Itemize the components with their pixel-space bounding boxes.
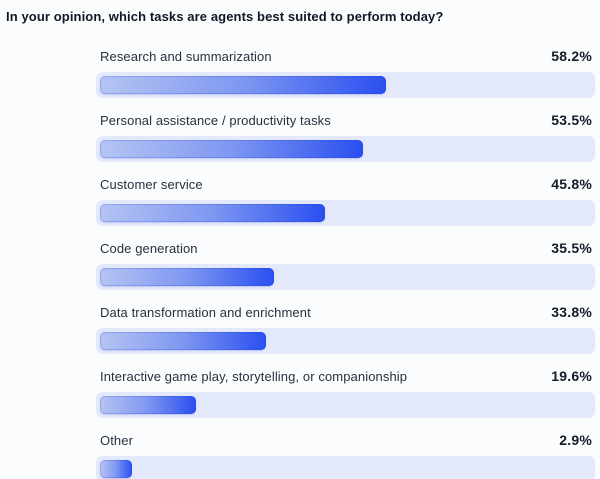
value-label: 35.5% <box>551 240 592 256</box>
category-label: Data transformation and enrichment <box>100 305 311 320</box>
value-label: 58.2% <box>551 48 592 64</box>
bar-row: Code generation 35.5% <box>96 239 595 290</box>
bar-fill <box>100 204 325 222</box>
bar-chart: Research and summarization 58.2% Persona… <box>96 47 595 479</box>
bar-row: Data transformation and enrichment 33.8% <box>96 303 595 354</box>
bar-row-header: Data transformation and enrichment 33.8% <box>96 303 595 322</box>
bar-track <box>96 456 595 479</box>
bar-row-header: Customer service 45.8% <box>96 175 595 194</box>
value-label: 33.8% <box>551 304 592 320</box>
bar-row: Personal assistance / productivity tasks… <box>96 111 595 162</box>
bar-track <box>96 392 595 418</box>
bar-track <box>96 264 595 290</box>
bar-row: Other 2.9% <box>96 431 595 479</box>
bar-row-header: Interactive game play, storytelling, or … <box>96 367 595 386</box>
category-label: Personal assistance / productivity tasks <box>100 113 331 128</box>
value-label: 45.8% <box>551 176 592 192</box>
category-label: Interactive game play, storytelling, or … <box>100 369 408 384</box>
bar-fill <box>100 332 266 350</box>
value-label: 53.5% <box>551 112 592 128</box>
value-label: 2.9% <box>559 432 592 448</box>
chart-title: In your opinion, which tasks are agents … <box>6 9 444 24</box>
value-label: 19.6% <box>551 368 592 384</box>
bar-track <box>96 200 595 226</box>
category-label: Other <box>100 433 134 448</box>
bar-fill <box>100 396 197 414</box>
bar-track <box>96 72 595 98</box>
category-label: Code generation <box>100 241 198 256</box>
bar-row: Interactive game play, storytelling, or … <box>96 367 595 418</box>
bar-row-header: Code generation 35.5% <box>96 239 595 258</box>
bar-fill <box>100 268 275 286</box>
bar-fill <box>100 460 132 478</box>
bar-row-header: Personal assistance / productivity tasks… <box>96 111 595 130</box>
bar-row-header: Other 2.9% <box>96 431 595 450</box>
bar-track <box>96 136 595 162</box>
bar-fill <box>100 76 386 94</box>
bar-row: Research and summarization 58.2% <box>96 47 595 98</box>
category-label: Customer service <box>100 177 203 192</box>
bar-row: Customer service 45.8% <box>96 175 595 226</box>
bar-fill <box>100 140 363 158</box>
bar-row-header: Research and summarization 58.2% <box>96 47 595 66</box>
category-label: Research and summarization <box>100 49 272 64</box>
bar-track <box>96 328 595 354</box>
